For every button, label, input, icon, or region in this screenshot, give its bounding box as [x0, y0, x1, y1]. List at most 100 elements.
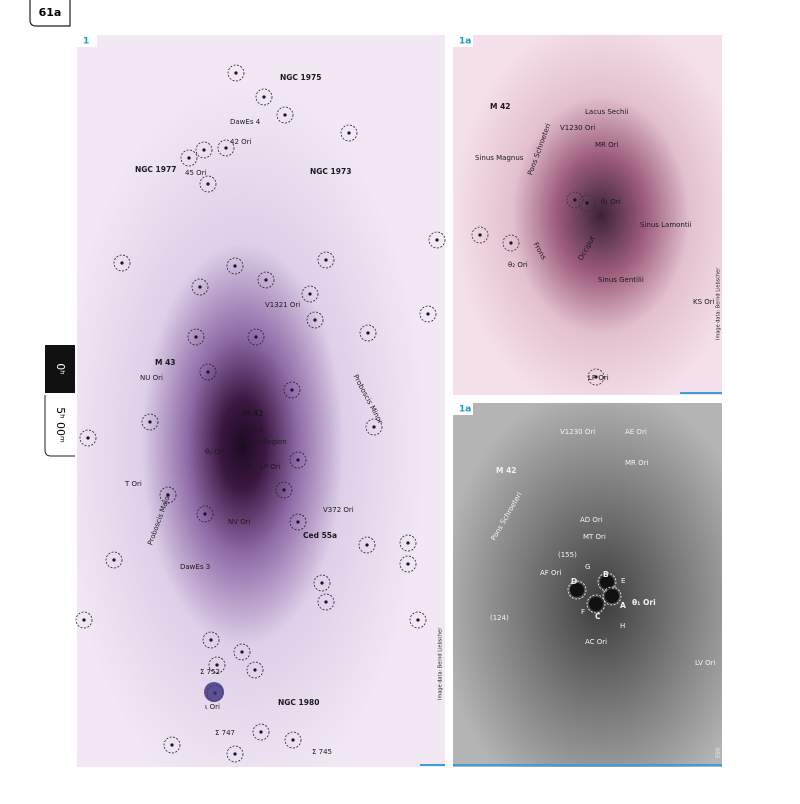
star-circle: [199, 363, 217, 381]
star-label: M 42: [490, 102, 511, 111]
star-label: MR Ori: [625, 459, 649, 467]
star: [282, 488, 286, 492]
star-label: D: [571, 577, 577, 586]
star-circle: [113, 254, 131, 272]
ra-bracket: [44, 395, 75, 457]
star-label: V372 Ori: [323, 506, 354, 514]
star-circle: [141, 413, 159, 431]
star-label: M 42: [243, 409, 264, 418]
panel-id: 1: [83, 37, 89, 47]
star-circle: [240, 457, 258, 475]
star: [426, 312, 430, 316]
star: [600, 575, 614, 589]
star: [366, 331, 370, 335]
star: [259, 730, 263, 734]
star-label: LP Ori: [588, 374, 609, 382]
star-circle: [217, 139, 235, 157]
star-label: ι Ori: [205, 703, 220, 711]
star: [308, 292, 312, 296]
star-label: θ₂ Ori: [508, 261, 528, 269]
star-circle: [196, 505, 214, 523]
star-circle: [317, 251, 335, 269]
star: [313, 318, 317, 322]
star-circle: [226, 257, 244, 275]
star-circle: [163, 736, 181, 754]
star-label: DawEs 4: [230, 118, 261, 126]
star: [247, 464, 251, 468]
star: [509, 241, 513, 245]
star-circle: [340, 124, 358, 142]
star: [264, 278, 268, 282]
star: [365, 543, 369, 547]
star: [202, 148, 206, 152]
star-label: Ced 55a: [303, 531, 337, 540]
star-circle: [587, 368, 605, 386]
star-label: LV Ori: [695, 659, 716, 667]
star-circle: [191, 278, 209, 296]
star-circle: [247, 328, 265, 346]
star-circle: [75, 611, 93, 629]
star-circle: [586, 594, 606, 614]
star-circle: [358, 536, 376, 554]
star: [253, 668, 257, 672]
star-label: (124): [490, 614, 509, 622]
star-circle: [275, 481, 293, 499]
star-circle: [597, 572, 617, 592]
star-label: KS Ori: [693, 298, 715, 306]
star-label: NU Ori: [140, 374, 163, 382]
star-circle: [359, 324, 377, 342]
star-label: Σ 745: [312, 748, 332, 756]
star-circle: [199, 175, 217, 193]
star-circle: [187, 328, 205, 346]
star-circle: [252, 723, 270, 741]
panel-id: 1a: [459, 37, 471, 47]
star-circle: [159, 486, 177, 504]
star-circle: [208, 656, 226, 674]
star: [148, 420, 152, 424]
star-label: AF Ori: [540, 569, 561, 577]
star-circle: [226, 745, 244, 763]
image-panel: [453, 35, 722, 395]
star-circle: [284, 731, 302, 749]
ra-hours: 0ʰ: [54, 363, 67, 374]
star: [170, 743, 174, 747]
image-panel: [77, 35, 445, 767]
star-label: 42 Ori: [230, 138, 252, 146]
star: [234, 71, 238, 75]
star: [283, 113, 287, 117]
star: [573, 198, 577, 202]
star: [233, 264, 237, 268]
star-label: NGC 1973: [310, 167, 351, 176]
star: [435, 238, 439, 242]
star-circle: [283, 381, 301, 399]
star-label: DawEs 3: [180, 563, 210, 571]
star-circle: [289, 451, 307, 469]
star: [204, 682, 224, 702]
star: [585, 201, 589, 205]
image-credit: Image data: Bernd Liebscher: [438, 627, 444, 700]
ra-minutes: 5ʰ 00ᵐ: [54, 407, 67, 443]
star: [406, 562, 410, 566]
star: [112, 558, 116, 562]
star: [296, 458, 300, 462]
image-credit: ESO: [716, 748, 722, 758]
star: [166, 493, 170, 497]
star-label: NV Ori: [228, 518, 251, 526]
star-label: Σ 747: [215, 729, 235, 737]
star: [198, 285, 202, 289]
star: [296, 520, 300, 524]
star-circle: [313, 574, 331, 592]
star-label: T Ori: [124, 480, 142, 488]
star-label: MR Ori: [595, 141, 619, 149]
star-label: Lacus Sechii: [585, 108, 628, 116]
star-circle: [255, 88, 273, 106]
star-circle: [419, 305, 437, 323]
star-circle: [301, 285, 319, 303]
star: [478, 233, 482, 237]
star-circle: [409, 611, 427, 629]
star-label: θ₁ Ori: [601, 198, 621, 206]
tab-frame: [29, 0, 71, 27]
star-circle: [257, 271, 275, 289]
star: [570, 583, 584, 597]
